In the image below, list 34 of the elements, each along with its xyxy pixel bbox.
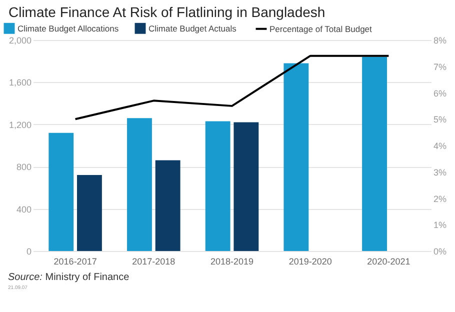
y-tick-label: 800	[16, 162, 32, 172]
chart-title: Climate Finance At Risk of Flatlining in Bangladesh	[8, 4, 326, 20]
x-tick-label: 2019-2020	[288, 256, 332, 266]
bar	[362, 56, 387, 251]
y-tick-label: 1,600	[8, 78, 32, 88]
legend-label: Climate Budget Actuals	[148, 23, 236, 34]
bar	[205, 121, 230, 251]
y-tick-label: 400	[16, 204, 32, 214]
y-tick-label: 0	[26, 246, 32, 256]
bar	[284, 63, 309, 251]
y2-tick-label: 8%	[434, 36, 447, 46]
y2-tick-label: 4%	[434, 141, 447, 151]
bar	[234, 122, 259, 251]
bar	[127, 118, 152, 251]
y2-tick-label: 7%	[434, 62, 447, 72]
y-tick-label: 1,200	[8, 120, 32, 130]
bar	[77, 175, 102, 251]
line-series	[74, 54, 390, 120]
legend-label: Percentage of Total Budget	[270, 24, 373, 34]
x-tick-label: 2017-2018	[132, 256, 176, 266]
y2-tick-label: 5%	[434, 114, 447, 125]
y2-tick-label: 3%	[434, 167, 447, 178]
x-tick-label: 2020-2021	[367, 256, 410, 266]
y2-tick-label: 6%	[434, 88, 447, 98]
bar	[155, 160, 180, 251]
source-note: Source: Ministry of Finance	[8, 272, 130, 283]
legend-label: Climate Budget Allocations	[18, 23, 119, 34]
x-tick-label: 2016-2017	[54, 256, 97, 266]
bar	[48, 132, 74, 251]
y2-tick-label: 0%	[434, 246, 447, 256]
y2-tick-label: 2%	[434, 194, 447, 204]
y-tick-label: 2,000	[8, 36, 32, 46]
x-tick-label: 2018-2019	[210, 256, 254, 266]
y2-tick-label: 1%	[434, 220, 447, 230]
